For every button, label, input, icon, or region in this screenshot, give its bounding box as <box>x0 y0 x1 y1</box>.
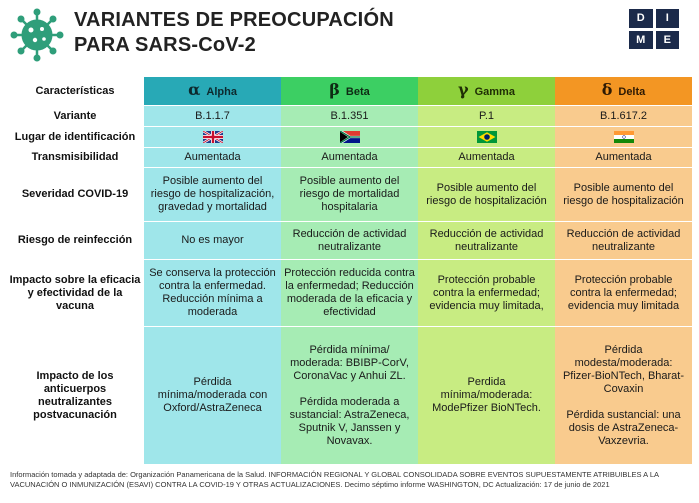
table-cell: Aumentada <box>144 147 281 168</box>
row-label: Transmisibilidad <box>6 147 144 168</box>
row-label: Impacto sobre la eficacia y efectividad … <box>6 259 144 327</box>
dime-logo: D I M E <box>629 9 679 49</box>
table-row: Impacto de los anticuerpos neutralizante… <box>6 326 692 465</box>
table-cell: Posible aumento del riesgo de hospitaliz… <box>555 167 692 222</box>
column-gamma: γ Gamma <box>418 77 555 106</box>
table-cell: Protección probable contra la enfermedad… <box>418 259 555 327</box>
table-cell: Pérdida modesta/moderada: Pfizer-BioNTec… <box>555 326 692 465</box>
table-cell: B.1.351 <box>281 105 418 127</box>
table-row: Impacto sobre la eficacia y efectividad … <box>6 259 692 327</box>
virus-icon <box>10 8 64 62</box>
row-label: Riesgo de reinfección <box>6 221 144 260</box>
table-cell: P.1 <box>418 105 555 127</box>
header: VARIANTES DE PREOCUPACIÓN PARA SARS-CoV-… <box>0 0 699 72</box>
table-row: Riesgo de reinfección No es mayor Reducc… <box>6 221 692 260</box>
row-label: Variante <box>6 105 144 127</box>
uk-flag-icon <box>202 130 223 143</box>
table-cell: Reducción de actividad neutralizante <box>281 221 418 260</box>
row-label: Severidad COVID-19 <box>6 167 144 222</box>
table-row: Lugar de identificación <box>6 126 692 148</box>
table-cell: Posible aumento del riesgo de mortalidad… <box>281 167 418 222</box>
characteristics-label: Características <box>6 77 144 106</box>
table-cell: Aumentada <box>281 147 418 168</box>
table-cell: Reducción de actividad neutralizante <box>418 221 555 260</box>
brazil-flag-icon <box>476 130 497 143</box>
column-alpha: α Alpha <box>144 77 281 106</box>
row-label: Impacto de los anticuerpos neutralizante… <box>6 326 144 465</box>
table-header-row: Características α Alpha β Beta γ Gamma δ Del… <box>6 77 692 106</box>
table-cell: Posible aumento del riesgo de hospitaliz… <box>418 167 555 222</box>
column-delta: δ Delta <box>555 77 692 106</box>
table-cell: Pérdida mínima/ moderada: BBIBP-CorV, Co… <box>281 326 418 465</box>
table-row: Severidad COVID-19 Posible aumento del r… <box>6 167 692 222</box>
table-cell: Pérdida mínima/moderada con Oxford/Astra… <box>144 326 281 465</box>
row-label: Lugar de identificación <box>6 126 144 148</box>
table-row: Variante B.1.1.7 B.1.351 P.1 B.1.617.2 <box>6 105 692 127</box>
table-cell: Protección reducida contra la enfermedad… <box>281 259 418 327</box>
table-cell: No es mayor <box>144 221 281 260</box>
page-title: VARIANTES DE PREOCUPACIÓN PARA SARS-CoV-… <box>74 9 394 56</box>
table-cell: Reducción de actividad neutralizante <box>555 221 692 260</box>
table-row: Transmisibilidad Aumentada Aumentada Aum… <box>6 147 692 168</box>
table-cell: Se conserva la protección contra la enfe… <box>144 259 281 327</box>
variants-table: Características α Alpha β Beta γ Gamma δ Del… <box>6 77 692 465</box>
table-cell: Perdida mínima/moderada: ModePfizer BioN… <box>418 326 555 465</box>
table-cell: B.1.617.2 <box>555 105 692 127</box>
table-cell: Aumentada <box>555 147 692 168</box>
table-cell: Aumentada <box>418 147 555 168</box>
south-africa-flag-icon <box>339 130 360 143</box>
source-footnote: Información tomada y adaptada de: Organi… <box>10 470 659 489</box>
table-cell: Posible aumento del riesgo de hospitaliz… <box>144 167 281 222</box>
table-cell: Protección probable contra la enfermedad… <box>555 259 692 327</box>
india-flag-icon <box>613 130 634 143</box>
column-beta: β Beta <box>281 77 418 106</box>
table-cell: B.1.1.7 <box>144 105 281 127</box>
